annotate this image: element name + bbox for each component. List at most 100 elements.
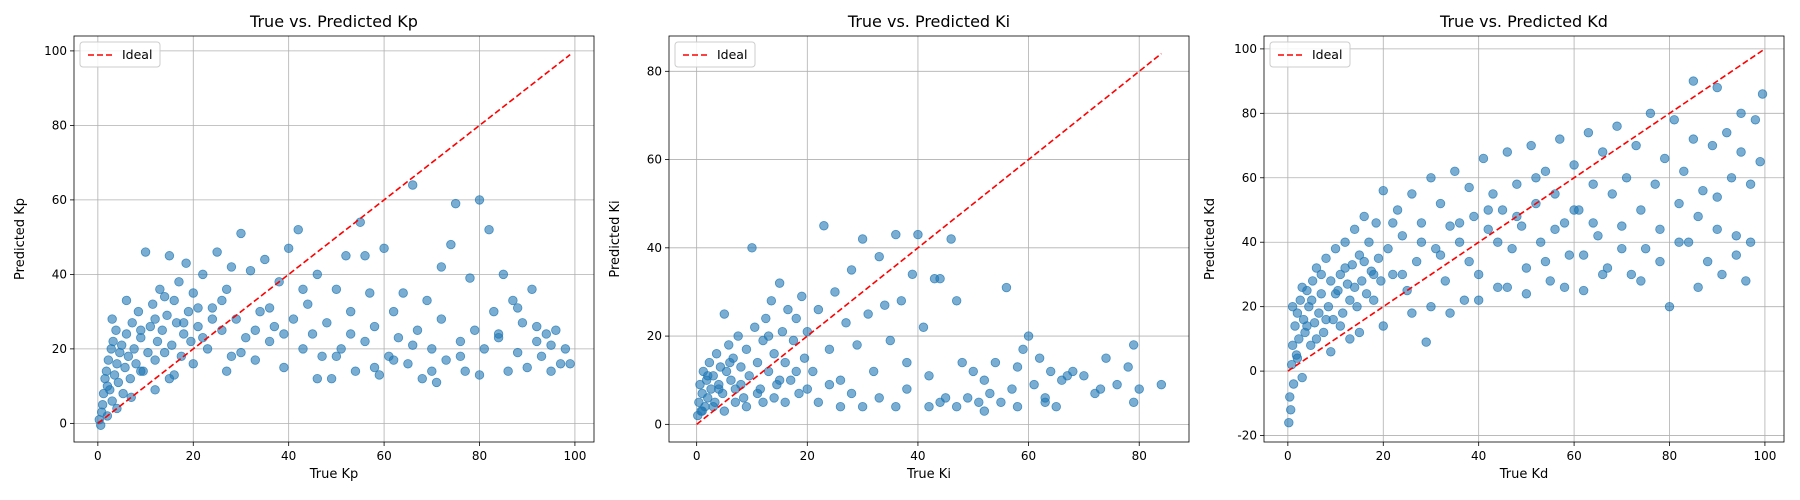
data-point: [892, 402, 901, 411]
data-point: [1422, 338, 1431, 347]
data-point: [1684, 238, 1693, 247]
data-point: [847, 266, 856, 275]
data-point: [1013, 402, 1022, 411]
y-tick-label: 20: [1242, 300, 1257, 314]
data-point: [184, 307, 193, 316]
data-point: [1035, 354, 1044, 363]
data-point: [1608, 190, 1617, 199]
data-point: [1008, 385, 1017, 394]
data-point: [792, 367, 801, 376]
data-point: [1656, 257, 1665, 266]
data-point: [1052, 402, 1061, 411]
data-point: [1503, 148, 1512, 157]
data-point: [997, 398, 1006, 407]
data-point: [1517, 222, 1526, 231]
x-axis-label: True Kd: [1499, 467, 1549, 482]
y-tick-label: 40: [647, 241, 662, 255]
data-point: [432, 378, 441, 387]
data-point: [1013, 363, 1022, 372]
data-point: [222, 367, 231, 376]
data-point: [1627, 270, 1636, 279]
data-point: [991, 358, 1000, 367]
data-point: [880, 301, 889, 310]
data-point: [1474, 270, 1483, 279]
data-point: [442, 356, 451, 365]
data-point: [1746, 238, 1755, 247]
data-point: [1541, 257, 1550, 266]
data-point: [1560, 283, 1569, 292]
data-point: [745, 372, 754, 381]
data-point: [499, 270, 508, 279]
y-tick-label: 80: [52, 118, 67, 132]
data-point: [1319, 328, 1328, 337]
y-axis-label: Predicted Kd: [1203, 198, 1218, 280]
data-point: [1291, 322, 1300, 331]
data-point: [820, 221, 829, 230]
data-point: [427, 367, 436, 376]
data-point: [1694, 212, 1703, 221]
data-point: [1384, 244, 1393, 253]
data-point: [141, 248, 150, 257]
data-point: [800, 354, 809, 363]
data-point: [1377, 277, 1386, 286]
data-point: [1455, 219, 1464, 228]
data-point: [208, 315, 217, 324]
data-point: [903, 358, 912, 367]
data-point: [313, 374, 322, 383]
data-point: [759, 398, 768, 407]
data-point: [1080, 372, 1089, 381]
chart-title: True vs. Predicted Ki: [847, 12, 1010, 31]
data-point: [1041, 398, 1050, 407]
data-point: [1589, 180, 1598, 189]
data-point: [156, 285, 165, 294]
data-point: [914, 230, 923, 239]
data-point: [836, 402, 845, 411]
data-point: [470, 326, 479, 335]
data-point: [523, 363, 532, 372]
data-point: [1675, 199, 1684, 208]
data-point: [770, 349, 779, 358]
data-point: [1737, 148, 1746, 157]
data-point: [770, 394, 779, 403]
data-point: [952, 402, 961, 411]
x-tick-label: 60: [376, 449, 391, 463]
x-tick-label: 60: [1566, 449, 1581, 463]
data-point: [160, 292, 169, 301]
data-point: [346, 330, 355, 339]
data-point: [775, 279, 784, 288]
data-point: [1331, 244, 1340, 253]
data-point: [1063, 372, 1072, 381]
data-point: [1722, 128, 1731, 137]
data-point: [753, 358, 762, 367]
data-point: [727, 376, 736, 385]
data-point: [1718, 270, 1727, 279]
data-point: [767, 296, 776, 305]
data-point: [399, 289, 408, 298]
data-point: [1694, 283, 1703, 292]
data-point: [952, 296, 961, 305]
data-point: [1446, 222, 1455, 231]
data-point: [762, 314, 771, 323]
data-point: [256, 307, 265, 316]
data-point: [814, 305, 823, 314]
data-point: [427, 345, 436, 354]
y-tick-label: 100: [44, 44, 67, 58]
data-point: [461, 367, 470, 376]
data-point: [1532, 173, 1541, 182]
data-point: [466, 274, 475, 283]
data-point: [122, 330, 131, 339]
data-point: [1493, 238, 1502, 247]
data-point: [1312, 335, 1321, 344]
data-point: [189, 359, 198, 368]
data-point: [113, 359, 122, 368]
data-point: [356, 218, 365, 227]
data-point: [1322, 254, 1331, 263]
data-point: [518, 319, 527, 328]
data-point: [1436, 251, 1445, 260]
data-point: [380, 244, 389, 253]
data-point: [1742, 277, 1751, 286]
data-point: [389, 356, 398, 365]
y-tick-label: -20: [1237, 429, 1257, 443]
data-point: [1713, 193, 1722, 202]
y-tick-label: 80: [1242, 106, 1257, 120]
